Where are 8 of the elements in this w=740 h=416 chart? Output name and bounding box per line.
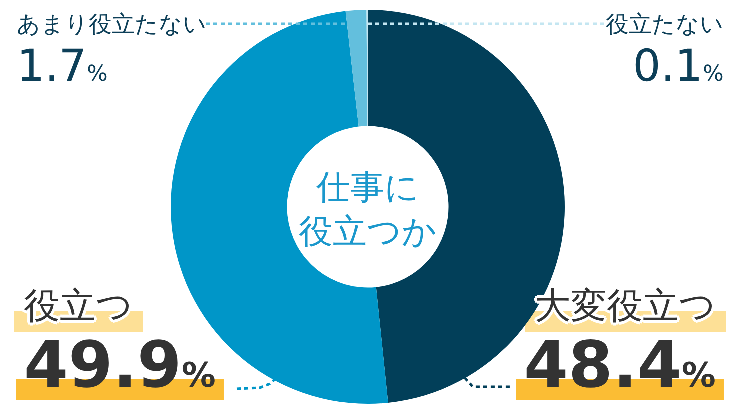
slice-label: 大変役立つ — [535, 286, 716, 327]
slice-label: あまり役立たない — [17, 12, 207, 38]
slice-label: 役立つ — [24, 286, 133, 327]
data-label: 1.7% — [17, 41, 108, 92]
donut-slice — [346, 10, 368, 127]
data-label: 0.1% — [633, 41, 724, 92]
text: 仕事に役立つか — [299, 168, 437, 251]
slice-label: 役立たない — [606, 12, 724, 38]
